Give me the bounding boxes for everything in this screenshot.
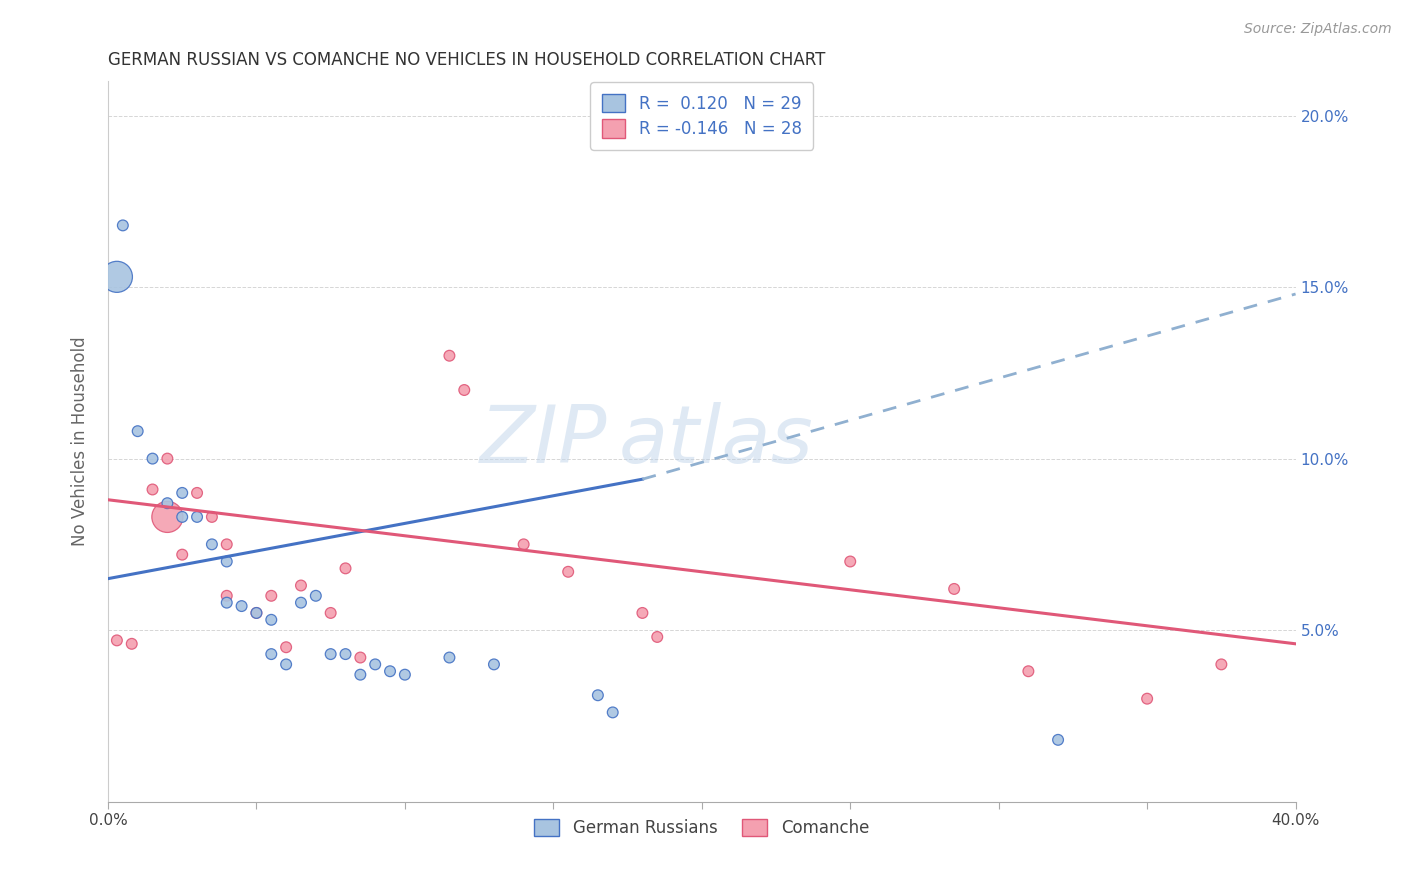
Text: atlas: atlas [619,402,814,481]
Point [201,537,224,551]
Point [105,633,128,648]
Point [453,383,475,397]
Point [319,606,342,620]
Point [201,509,224,524]
Point [215,554,238,568]
Point [172,509,194,524]
Text: Source: ZipAtlas.com: Source: ZipAtlas.com [1244,22,1392,37]
Point [290,596,312,610]
Point [121,637,143,651]
Point [586,688,609,702]
Point [186,486,208,500]
Point [172,486,194,500]
Point [557,565,579,579]
Point [645,630,668,644]
Point [394,667,416,681]
Point [215,589,238,603]
Point [215,537,238,551]
Point [156,496,179,510]
Point [839,554,862,568]
Point [290,578,312,592]
Point [141,483,163,497]
Text: GERMAN RUSSIAN VS COMANCHE NO VEHICLES IN HOUSEHOLD CORRELATION CHART: GERMAN RUSSIAN VS COMANCHE NO VEHICLES I… [108,51,825,69]
Point [364,657,387,672]
Point [156,509,179,524]
Point [260,647,283,661]
Point [245,606,267,620]
Y-axis label: No Vehicles in Household: No Vehicles in Household [72,336,89,546]
Point [512,537,534,551]
Point [111,219,134,233]
Text: ZIP: ZIP [479,402,607,481]
Point [156,451,179,466]
Point [1136,691,1159,706]
Point [245,606,267,620]
Point [305,589,328,603]
Point [349,667,371,681]
Point [349,650,371,665]
Legend: German Russians, Comanche: German Russians, Comanche [527,812,876,844]
Point [231,599,253,613]
Point [602,706,624,720]
Point [1047,732,1070,747]
Point [1017,665,1039,679]
Point [276,640,298,655]
Point [319,647,342,661]
Point [943,582,966,596]
Point [105,269,128,284]
Point [260,589,283,603]
Point [172,548,194,562]
Point [1211,657,1233,672]
Point [127,424,149,438]
Point [276,657,298,672]
Point [260,613,283,627]
Point [186,509,208,524]
Point [378,665,401,679]
Point [439,349,461,363]
Point [215,596,238,610]
Point [631,606,654,620]
Point [439,650,461,665]
Point [141,451,163,466]
Point [482,657,505,672]
Point [335,561,357,575]
Point [335,647,357,661]
